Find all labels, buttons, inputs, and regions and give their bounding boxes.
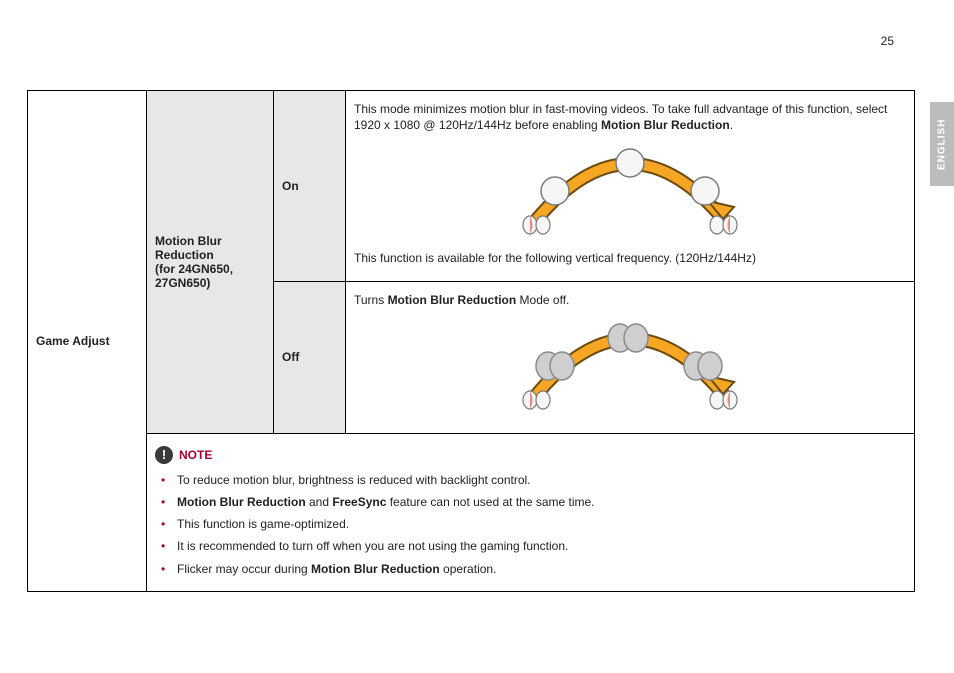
on-desc-bold: Motion Blur Reduction [601, 118, 730, 132]
cell-category: Game Adjust [28, 91, 147, 592]
note-heading: ! NOTE [155, 446, 906, 464]
note-label: NOTE [179, 448, 212, 462]
on-illustration [354, 139, 906, 242]
note-item: Flicker may occur during Motion Blur Red… [173, 561, 906, 577]
note-item: To reduce motion blur, brightness is red… [173, 472, 906, 488]
on-desc-post: . [730, 118, 733, 132]
note-item: It is recommended to turn off when you a… [173, 538, 906, 554]
cell-off-desc: Turns Motion Blur Reduction Mode off. [346, 281, 915, 433]
off-desc-bold: Motion Blur Reduction [388, 293, 517, 307]
page-number: 25 [881, 34, 894, 48]
off-desc-pre: Turns [354, 293, 388, 307]
cell-on-desc: This mode minimizes motion blur in fast-… [346, 91, 915, 282]
note-icon: ! [155, 446, 173, 464]
off-desc-text: Turns Motion Blur Reduction Mode off. [354, 292, 906, 308]
on-foot-text: This function is available for the follo… [354, 250, 906, 266]
cell-off-label: Off [274, 281, 346, 433]
note-item: This function is game-optimized. [173, 516, 906, 532]
note-item: Motion Blur Reduction and FreeSync featu… [173, 494, 906, 510]
feature-label: Motion Blur Reduction (for 24GN650, 27GN… [155, 234, 265, 290]
on-desc-text: This mode minimizes motion blur in fast-… [354, 101, 906, 133]
language-tab: ENGLISH [930, 102, 954, 186]
cell-on-label: On [274, 91, 346, 282]
settings-table: Game Adjust Motion Blur Reduction (for 2… [27, 90, 915, 592]
note-list: To reduce motion blur, brightness is red… [155, 472, 906, 577]
cell-feature: Motion Blur Reduction (for 24GN650, 27GN… [147, 91, 274, 434]
off-desc-post: Mode off. [516, 293, 569, 307]
off-illustration [354, 314, 906, 417]
cell-note: ! NOTE To reduce motion blur, brightness… [147, 433, 915, 591]
